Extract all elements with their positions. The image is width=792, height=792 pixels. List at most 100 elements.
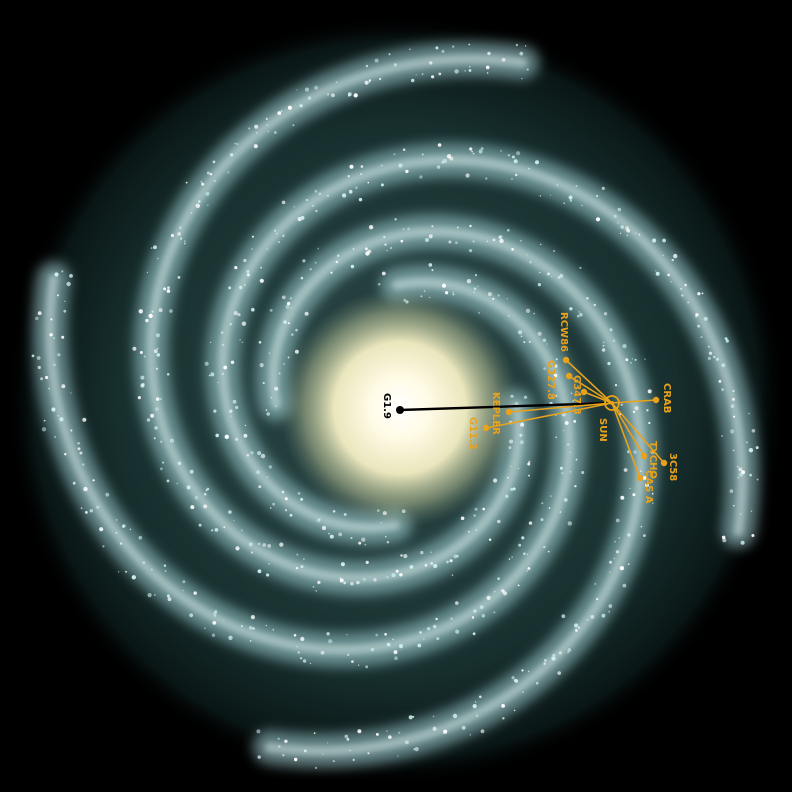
line-g347 [583,391,613,404]
star [469,224,472,228]
star [652,238,657,243]
star [684,283,687,287]
star [645,483,649,488]
star [356,580,360,585]
star [542,338,547,343]
star [224,434,229,439]
star [274,405,277,407]
star [523,341,526,344]
star [64,453,67,456]
star [257,451,262,456]
star [292,124,295,127]
star [414,747,419,752]
star [83,486,88,492]
star [244,424,247,427]
star [586,618,589,621]
star [373,578,377,582]
star [520,422,525,427]
star [428,263,433,267]
star [43,419,46,422]
star [82,417,87,422]
star [151,310,154,313]
star [386,576,389,579]
star [200,181,203,183]
star [215,433,219,438]
star [223,620,225,622]
star [326,93,330,96]
star [617,207,622,212]
star [228,635,233,640]
star [358,664,360,666]
star [437,143,442,147]
star [427,627,431,631]
star [454,69,459,74]
star [122,524,126,528]
star [516,151,521,156]
star [608,604,613,608]
star [279,542,284,547]
star [551,396,554,399]
star [272,628,275,631]
star [553,250,556,252]
star [53,337,55,340]
star [448,240,452,244]
star [229,409,233,413]
star [738,467,743,472]
star [180,237,183,240]
star [150,413,155,418]
star [420,550,424,555]
star [535,681,539,685]
star [412,715,415,718]
star [561,472,564,475]
star [512,487,516,491]
star [284,497,288,501]
star [198,200,201,203]
star [430,551,432,553]
star [80,507,83,509]
star [287,322,290,325]
star [293,634,297,637]
star [303,749,307,753]
star [317,580,321,585]
star [603,341,605,343]
star [37,311,42,316]
star [475,714,479,717]
star [376,733,379,736]
star [548,507,551,509]
star [651,492,654,495]
star [510,465,512,468]
star [309,662,312,665]
star [85,511,88,514]
gc-marker [396,406,404,414]
star [662,238,666,243]
star [335,81,338,83]
star [455,601,459,605]
star [273,131,277,134]
star [550,365,553,368]
star [517,467,520,470]
star [620,403,623,406]
star [526,254,528,256]
star [167,286,170,289]
star [436,637,440,641]
star [528,340,531,343]
star [228,286,232,290]
star [533,312,536,315]
star [177,232,181,236]
star [115,531,118,534]
star [642,476,647,480]
star [162,461,165,464]
star [309,268,312,271]
star [602,344,605,347]
star [507,229,510,232]
star [266,476,268,478]
star [296,645,299,648]
star [241,321,247,326]
star [49,333,53,337]
star [435,617,438,621]
star [501,589,505,593]
star [203,492,207,496]
star [517,584,520,587]
star [50,318,53,321]
star [300,657,303,660]
